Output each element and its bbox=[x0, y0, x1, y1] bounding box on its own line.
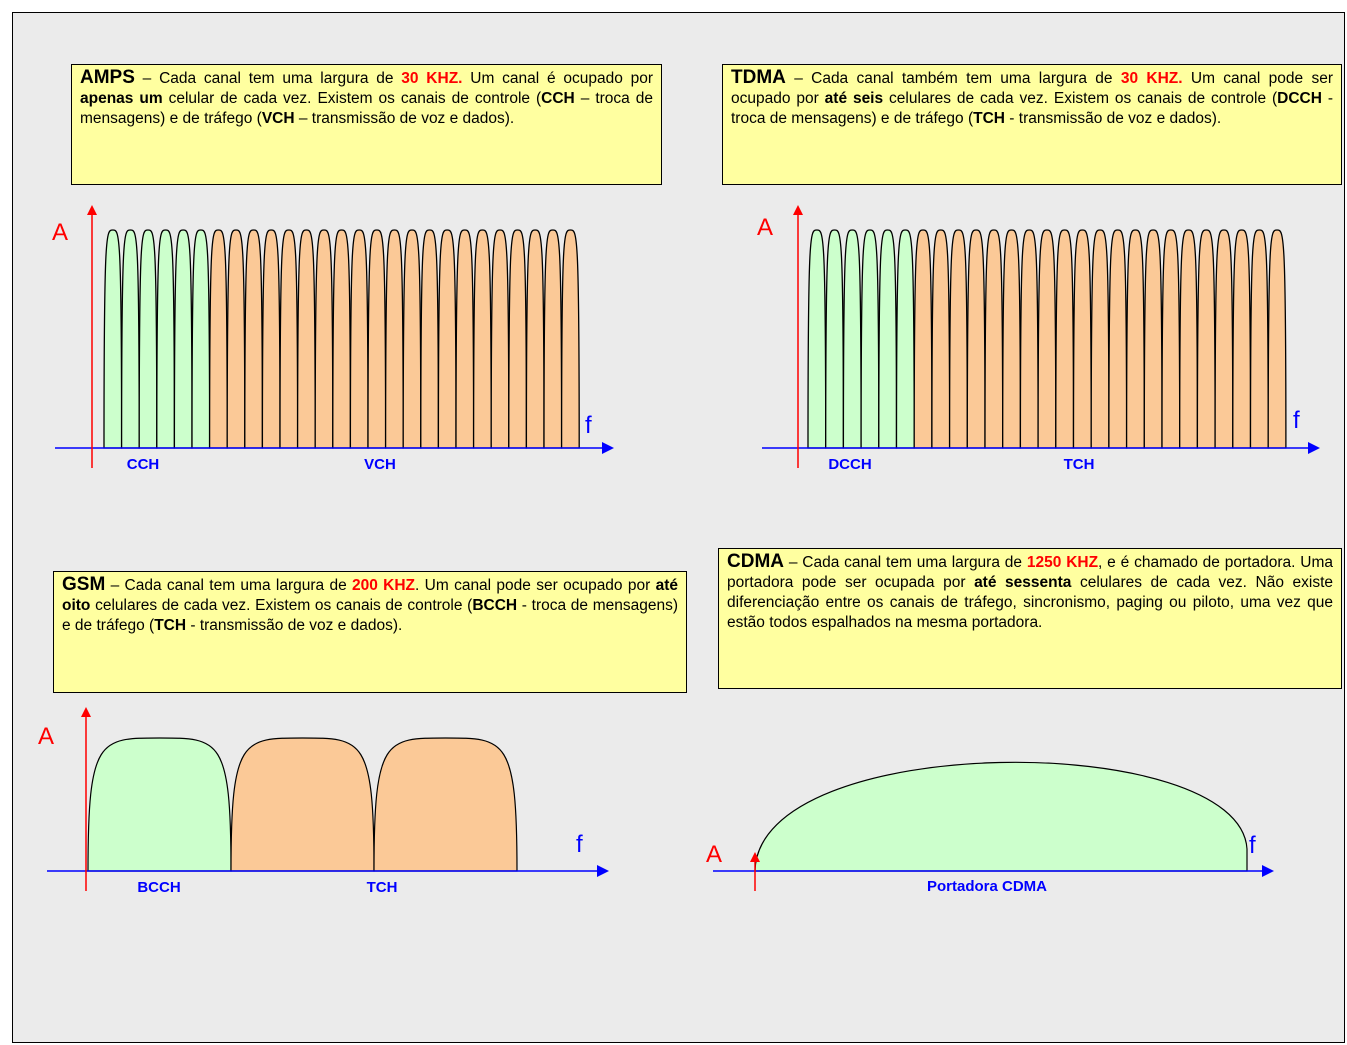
amps-traffic-channel-lobe bbox=[226, 229, 246, 449]
tdma-traffic-channel-lobe bbox=[948, 229, 968, 449]
tdma-traffic-channel-lobe bbox=[1090, 229, 1110, 449]
tdma-traffic-channel-lobe bbox=[984, 229, 1004, 449]
gsm-traffic-channel-lobe bbox=[373, 737, 518, 872]
tdma-control-channel-lobe bbox=[860, 229, 880, 449]
amps-control-channel-lobe bbox=[156, 229, 176, 449]
amps-traffic-channel-lobe bbox=[208, 229, 228, 449]
amps-frequency-label: f bbox=[585, 412, 592, 439]
amps-traffic-channel-lobe bbox=[525, 229, 545, 449]
amps-spectrum: A f CCH VCH bbox=[52, 205, 614, 473]
amps-traffic-channel-lobe bbox=[279, 229, 299, 449]
tdma-traffic-channel-lobe bbox=[1037, 229, 1057, 449]
tdma-traffic-channel-lobe bbox=[1196, 229, 1216, 449]
tdma-note: TDMA – Cada canal também tem uma largura… bbox=[722, 64, 1342, 185]
amps-title: AMPS bbox=[80, 67, 135, 88]
tdma-traffic-channel-lobe bbox=[1249, 229, 1269, 449]
amps-traffic-channel-lobe bbox=[384, 229, 404, 449]
amps-control-channel-lobe bbox=[138, 229, 158, 449]
amps-traffic-channel-lobe bbox=[261, 229, 281, 449]
tdma-traffic-channel-lobe bbox=[966, 229, 986, 449]
tdma-traffic-channel-lobe bbox=[1108, 229, 1128, 449]
amps-control-band-label: CCH bbox=[127, 456, 160, 473]
amps-traffic-channel-lobe bbox=[472, 229, 492, 449]
amps-control-channel-lobe bbox=[103, 229, 123, 449]
tdma-control-channel-lobe bbox=[825, 229, 845, 449]
amps-traffic-channel-lobe bbox=[543, 229, 563, 449]
gsm-bandwidth: 200 KHZ bbox=[352, 577, 416, 594]
amps-traffic-channel-lobe bbox=[296, 229, 316, 449]
gsm-amplitude-label: A bbox=[38, 723, 54, 750]
tdma-control-channel-lobe bbox=[895, 229, 915, 449]
gsm-control-channel-lobe bbox=[87, 737, 232, 872]
tdma-traffic-channel-lobe bbox=[913, 229, 933, 449]
tdma-channel-lobes bbox=[807, 229, 1287, 449]
amps-traffic-channel-lobe bbox=[332, 229, 352, 449]
tdma-traffic-channel-lobe bbox=[931, 229, 951, 449]
gsm-spectrum: A f BCCH TCH bbox=[38, 707, 609, 896]
cdma-frequency-label: f bbox=[1249, 832, 1256, 859]
tdma-traffic-channel-lobe bbox=[1267, 229, 1287, 449]
gsm-traffic-channel-lobe bbox=[230, 737, 375, 872]
gsm-note: GSM – Cada canal tem uma largura de 200 … bbox=[53, 571, 687, 693]
amps-traffic-channel-lobe bbox=[560, 229, 580, 449]
tdma-spectrum: A f DCCH TCH bbox=[757, 205, 1320, 473]
amps-traffic-channel-lobe bbox=[367, 229, 387, 449]
cdma-carrier-lobe bbox=[754, 761, 1248, 872]
tdma-traffic-channel-lobe bbox=[1232, 229, 1252, 449]
cdma-note: CDMA – Cada canal tem uma largura de 125… bbox=[718, 548, 1342, 689]
tdma-traffic-band-label: TCH bbox=[1064, 456, 1095, 473]
amps-traffic-channel-lobe bbox=[244, 229, 264, 449]
amps-traffic-channel-lobe bbox=[437, 229, 457, 449]
tdma-traffic-channel-lobe bbox=[1143, 229, 1163, 449]
amps-control-channel-lobe bbox=[173, 229, 193, 449]
tdma-amplitude-label: A bbox=[757, 214, 773, 241]
amps-traffic-channel-lobe bbox=[349, 229, 369, 449]
gsm-title: GSM bbox=[62, 574, 106, 595]
tdma-bandwidth: 30 KHZ. bbox=[1120, 70, 1183, 87]
tdma-traffic-channel-lobe bbox=[1161, 229, 1181, 449]
amps-traffic-channel-lobe bbox=[420, 229, 440, 449]
amps-traffic-channel-lobe bbox=[508, 229, 528, 449]
tdma-traffic-channel-lobe bbox=[1002, 229, 1022, 449]
tdma-control-channel-lobe bbox=[807, 229, 827, 449]
cdma-carrier-label: Portadora CDMA bbox=[927, 878, 1047, 895]
amps-traffic-channel-lobe bbox=[402, 229, 422, 449]
gsm-frequency-label: f bbox=[576, 831, 583, 858]
cdma-amplitude-label: A bbox=[706, 841, 722, 868]
tdma-control-channel-lobe bbox=[842, 229, 862, 449]
tdma-traffic-channel-lobe bbox=[1179, 229, 1199, 449]
amps-traffic-channel-lobe bbox=[490, 229, 510, 449]
tdma-traffic-channel-lobe bbox=[1055, 229, 1075, 449]
amps-channel-lobes bbox=[103, 229, 580, 449]
tdma-title: TDMA bbox=[731, 67, 786, 88]
gsm-traffic-band-label: TCH bbox=[367, 879, 398, 896]
tdma-traffic-channel-lobe bbox=[1125, 229, 1145, 449]
amps-amplitude-label: A bbox=[52, 219, 68, 246]
tdma-traffic-channel-lobe bbox=[1019, 229, 1039, 449]
amps-bandwidth: 30 KHZ. bbox=[401, 70, 463, 87]
cdma-title: CDMA bbox=[727, 551, 784, 572]
amps-note: AMPS – Cada canal tem uma largura de 30 … bbox=[71, 64, 662, 185]
cdma-spectrum: A f Portadora CDMA bbox=[706, 761, 1274, 895]
tdma-control-channel-lobe bbox=[878, 229, 898, 449]
tdma-control-band-label: DCCH bbox=[828, 456, 871, 473]
amps-traffic-channel-lobe bbox=[455, 229, 475, 449]
amps-traffic-channel-lobe bbox=[314, 229, 334, 449]
tdma-traffic-channel-lobe bbox=[1214, 229, 1234, 449]
amps-control-channel-lobe bbox=[191, 229, 211, 449]
gsm-control-band-label: BCCH bbox=[137, 879, 180, 896]
tdma-frequency-label: f bbox=[1293, 407, 1300, 434]
amps-traffic-band-label: VCH bbox=[364, 456, 396, 473]
gsm-channel-lobes bbox=[87, 737, 518, 872]
cdma-bandwidth: 1250 KHZ bbox=[1026, 554, 1099, 571]
tdma-traffic-channel-lobe bbox=[1072, 229, 1092, 449]
amps-control-channel-lobe bbox=[120, 229, 140, 449]
